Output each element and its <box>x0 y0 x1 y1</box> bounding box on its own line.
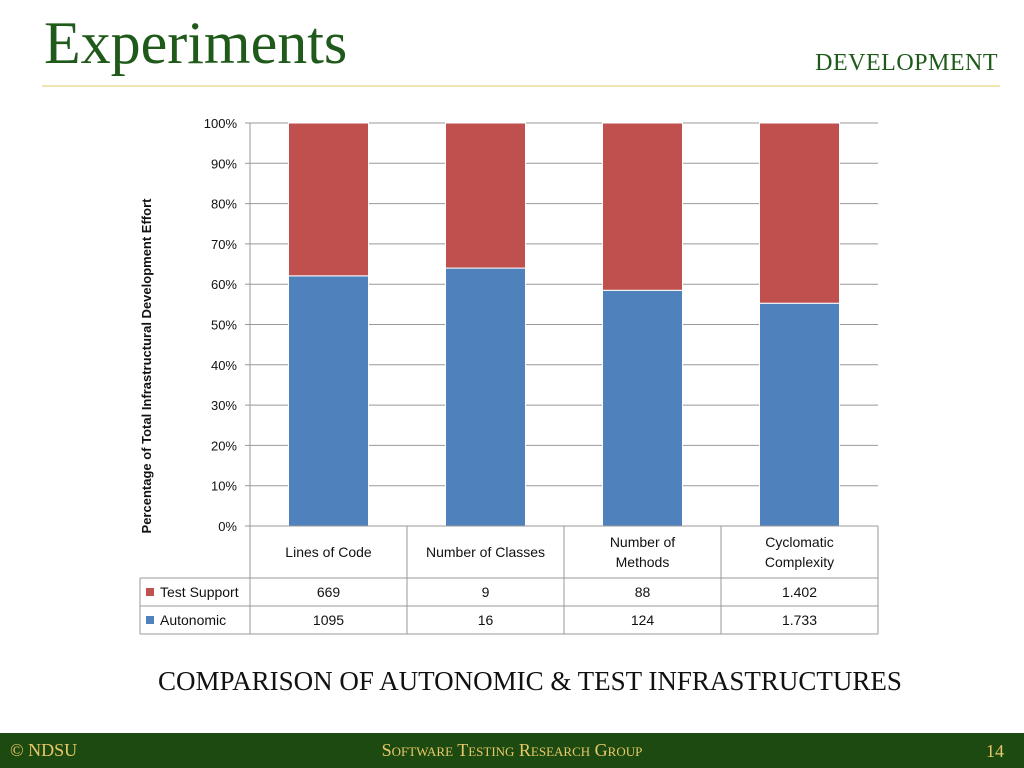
y-tick-label: 100% <box>204 116 238 131</box>
y-axis-label: Percentage of Total Infrastructural Deve… <box>139 198 154 534</box>
y-tick-label: 40% <box>211 358 237 373</box>
bar-autonomic <box>288 275 369 527</box>
page-number: 14 <box>986 741 1004 761</box>
bar-autonomic <box>445 267 526 527</box>
y-tick-label: 90% <box>211 156 237 171</box>
table-value: 1.402 <box>782 584 817 600</box>
legend-key <box>146 588 154 596</box>
category-label: Number of <box>610 534 675 550</box>
table-value: 669 <box>317 584 341 600</box>
y-tick-label: 30% <box>211 398 237 413</box>
category-label: Methods <box>616 554 670 570</box>
y-tick-label: 20% <box>211 438 237 453</box>
bar-test-support <box>759 122 840 304</box>
y-tick-label: 60% <box>211 277 237 292</box>
bar-test-support <box>445 122 526 269</box>
title-divider <box>42 85 1000 87</box>
y-tick-label: 50% <box>211 318 237 333</box>
category-label: Lines of Code <box>285 544 372 560</box>
bar-autonomic <box>759 302 840 527</box>
footer-bar: © NDSU Software Testing Research Group 1… <box>0 733 1024 768</box>
footer-copyright: © NDSU <box>10 740 78 760</box>
y-axis-ticks: 0% 10% 20% 30% 40% 50% 60% 70% 80% 90% 100% <box>204 116 238 534</box>
bar-test-support <box>288 122 369 277</box>
bars <box>288 122 840 527</box>
footer-group-name: Software Testing Research Group <box>381 740 643 760</box>
y-tick-label: 80% <box>211 197 237 212</box>
y-tick-label: 0% <box>218 519 237 534</box>
legend-label: Test Support <box>160 584 239 600</box>
y-tick-label: 70% <box>211 237 237 252</box>
legend-key <box>146 616 154 624</box>
table-value: 124 <box>631 612 655 628</box>
table-value: 1095 <box>313 612 344 628</box>
data-table: Lines of Code Number of Classes Number of M… <box>139 525 879 635</box>
stacked-bar-chart: 0% 10% 20% 30% 40% 50% 60% 70% 80% 90% 100% Lines … <box>139 116 879 635</box>
table-value: 88 <box>635 584 651 600</box>
category-label: Number of Classes <box>426 544 545 560</box>
category-label: Complexity <box>765 554 834 570</box>
bar-autonomic <box>602 289 683 527</box>
table-value: 16 <box>478 612 494 628</box>
table-value: 9 <box>482 584 490 600</box>
section-label: DEVELOPMENT <box>815 50 998 76</box>
table-value: 1.733 <box>782 612 817 628</box>
bar-test-support <box>602 122 683 291</box>
legend-label: Autonomic <box>160 612 226 628</box>
slide-title: Experiments <box>44 10 348 76</box>
y-tick-label: 10% <box>211 479 237 494</box>
slide-caption: COMPARISON OF AUTONOMIC & TEST INFRASTRU… <box>158 666 902 696</box>
category-label: Cyclomatic <box>765 534 833 550</box>
